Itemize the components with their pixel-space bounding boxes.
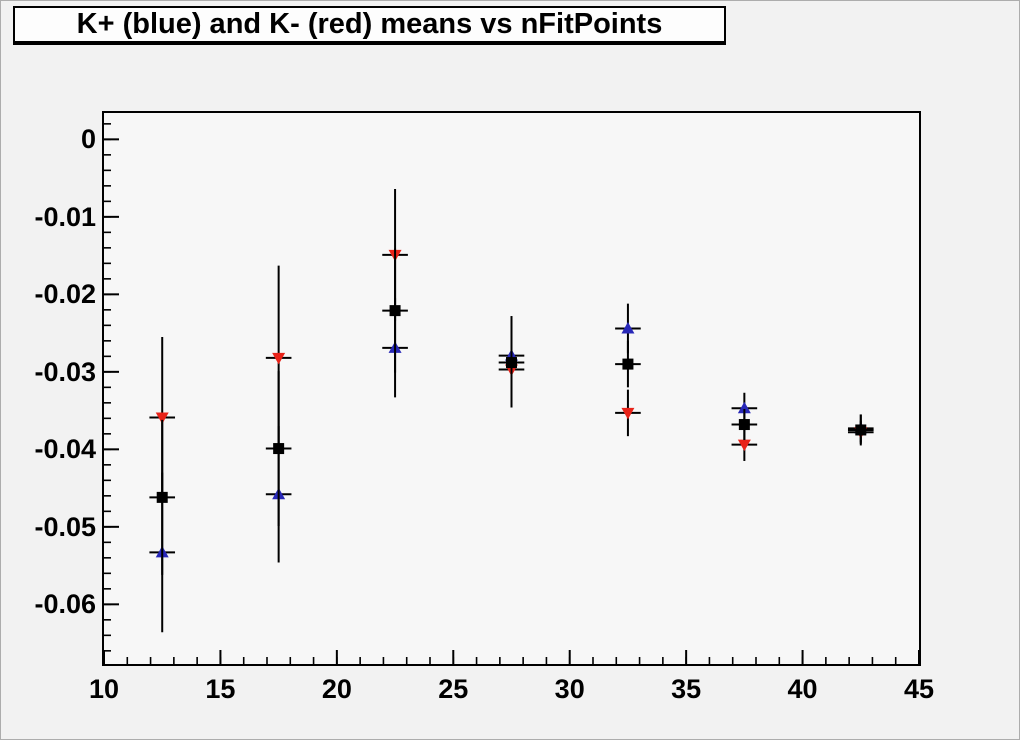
plot-frame (102, 111, 921, 666)
x-tick-label: 10 (88, 674, 120, 704)
triangle-up-marker (737, 401, 751, 414)
x-tick-label: 25 (438, 674, 469, 704)
triangle-down-marker (621, 407, 635, 420)
triangle-down-marker (272, 352, 286, 365)
y-tick-label: -0.04 (34, 434, 96, 465)
plot-title: K+ (blue) and K- (red) means vs nFitPoin… (76, 8, 663, 40)
square-marker (622, 358, 634, 370)
y-tick-label: -0.06 (34, 589, 96, 620)
plot-title-box: K+ (blue) and K- (red) means vs nFitPoin… (13, 6, 726, 45)
y-tick-label: -0.05 (34, 511, 96, 542)
triangle-up-marker (621, 321, 635, 334)
triangle-down-marker (155, 412, 169, 425)
x-tick-label: 30 (554, 674, 585, 704)
square-marker (855, 424, 867, 436)
square-marker (738, 419, 750, 431)
square-marker (156, 491, 168, 503)
y-tick-label: -0.03 (34, 356, 96, 387)
y-tick-label: -0.01 (34, 201, 96, 232)
y-tick-label: -0.02 (34, 279, 96, 310)
x-tick-label: 35 (671, 674, 702, 704)
square-marker (389, 305, 401, 317)
square-marker (506, 357, 517, 369)
x-tick-label: 20 (321, 674, 352, 704)
x-tick-label: 15 (205, 674, 236, 704)
plot-area (104, 123, 919, 664)
triangle-down-marker (737, 439, 751, 452)
y-tick-label: 0 (80, 124, 96, 155)
x-tick-label: 45 (903, 674, 935, 704)
x-tick-label: 40 (787, 674, 818, 704)
square-marker (273, 443, 285, 455)
